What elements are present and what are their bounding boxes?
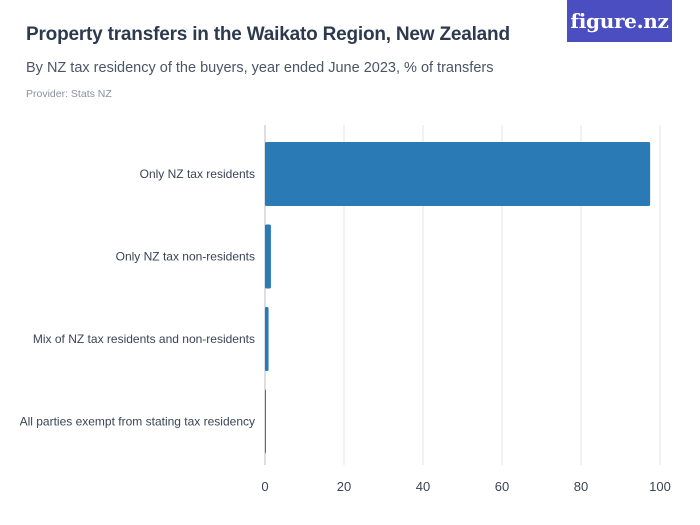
category-labels: Only NZ tax residents Only NZ tax non-res… xyxy=(20,167,255,429)
chart-title: Property transfers in the Waikato Region… xyxy=(26,24,510,45)
bar[interactable] xyxy=(265,389,266,454)
x-tick-label: 100 xyxy=(649,479,671,494)
bar[interactable] xyxy=(265,307,269,371)
category-label: All parties exempt from stating tax resi… xyxy=(20,415,255,429)
x-tick-label: 40 xyxy=(416,479,430,494)
category-label: Only NZ tax non-residents xyxy=(116,250,255,264)
x-axis-ticks: 0 20 40 60 80 100 xyxy=(261,479,670,494)
chart-subtitle: By NZ tax residency of the buyers, year … xyxy=(26,60,494,76)
category-label: Only NZ tax residents xyxy=(140,167,255,181)
x-tick-label: 0 xyxy=(261,479,268,494)
bars xyxy=(265,142,651,454)
bar[interactable] xyxy=(265,224,271,289)
x-tick-label: 80 xyxy=(574,479,588,494)
bar[interactable] xyxy=(265,142,651,206)
category-label: Mix of NZ tax residents and non-resident… xyxy=(33,332,255,346)
provider-credit: Provider: Stats NZ xyxy=(26,88,112,100)
x-tick-label: 60 xyxy=(495,479,509,494)
x-tick-label: 20 xyxy=(337,479,351,494)
figure-nz-logo[interactable]: figure.nz xyxy=(567,0,672,42)
